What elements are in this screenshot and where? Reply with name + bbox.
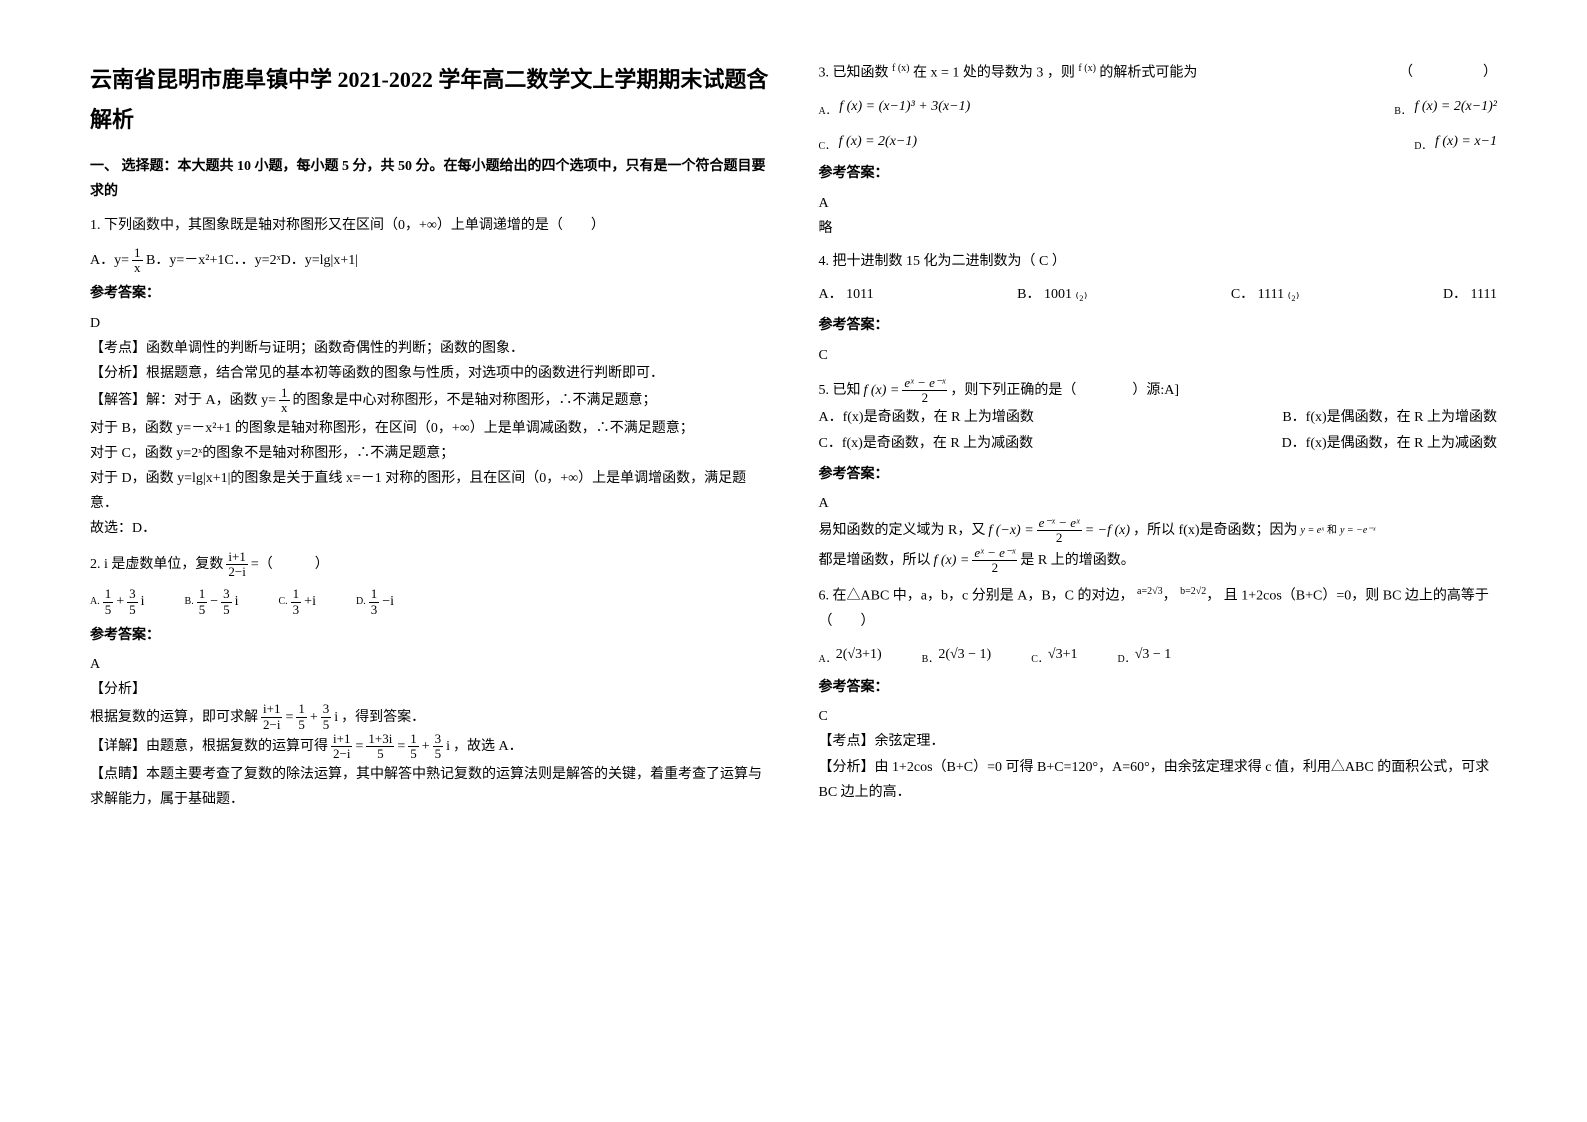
q6-optC: C．√3+1 xyxy=(1031,642,1077,669)
q2-ans: A xyxy=(90,652,769,677)
q6-ans: C xyxy=(819,704,1498,729)
q3-optC: C． f (x) = 2(x−1) xyxy=(819,129,918,156)
q3-lue: 略 xyxy=(819,216,1498,241)
q4-options: A． 1011 B． 1001 ₍₂₎ C． 1111 ₍₂₎ D． 1111 xyxy=(819,282,1498,307)
q2-optC: C. 13 +i xyxy=(279,587,316,617)
q6-optA: A．2(√3+1) xyxy=(819,642,882,669)
q1-ans: D xyxy=(90,311,769,336)
q5-ans-label: 参考答案： xyxy=(819,462,1498,487)
q2-options: A. 15 + 35 i B. 15 − 35 i C. 13 +i D. 13 xyxy=(90,587,769,617)
q4-ans: C xyxy=(819,343,1498,368)
q1-stem: 1. 下列函数中，其图象既是轴对称图形又在区间（0，+∞）上单调递增的是（ ） xyxy=(90,213,769,238)
q5-optB: B．f(x)是偶函数，在 R 上为增函数 xyxy=(1282,405,1497,430)
q5-ans: A xyxy=(819,491,1498,516)
q6-fx: 【分析】由 1+2cos（B+C）=0 可得 B+C=120°，A=60°，由余… xyxy=(819,755,1498,805)
frac-1-x: 1 x xyxy=(279,386,290,416)
q3-optD: D． f (x) = x−1 xyxy=(1414,129,1497,156)
q1-exp6: 对于 D，函数 y=lg|x+1|的图象是关于直线 x=－1 对称的图形，且在区… xyxy=(90,466,769,516)
q2-dianjing: 【点睛】本题主要考查了复数的除法运算，其中解答中熟记复数的运算法则是解答的关键，… xyxy=(90,762,769,812)
q6-optD: D．√3 − 1 xyxy=(1117,642,1171,669)
section-1-head: 一、 选择题：本大题共 10 小题，每小题 5 分，共 50 分。在每小题给出的… xyxy=(90,154,769,204)
q1-opts-rest: B．y=－x²+1C．．y=2ˣD．y=lg|x+1| xyxy=(146,253,358,268)
page: 云南省昆明市鹿阜镇中学 2021-2022 学年高二数学文上学期期末试题含解析 … xyxy=(0,0,1587,1122)
q5-frac: eˣ − e⁻ˣ 2 xyxy=(902,376,947,406)
q1-optA-frac: 1 x xyxy=(132,246,143,276)
q5-opts-row1: A．f(x)是奇函数，在 R 上为增函数 B．f(x)是偶函数，在 R 上为增函… xyxy=(819,405,1498,430)
q2-stem: 2. i 是虚数单位，复数 i+1 2−i =（ ） xyxy=(90,550,769,580)
q6-ans-label: 参考答案： xyxy=(819,675,1498,700)
q2-ans-label: 参考答案： xyxy=(90,623,769,648)
q4-stem: 4. 把十进制数 15 化为二进制数为（ C ） xyxy=(819,249,1498,274)
q5-optD: D．f(x)是偶函数，在 R 上为减函数 xyxy=(1282,431,1497,456)
q6-stem: 6. 在△ABC 中，a，b，c 分别是 A，B，C 的对边， a=2√3， b… xyxy=(819,583,1498,634)
q4-optC: C． 1111 ₍₂₎ xyxy=(1231,282,1300,307)
q4-optB: B． 1001 ₍₂₎ xyxy=(1017,282,1087,307)
q2-optB: B. 15 − 35 i xyxy=(185,587,239,617)
q1-optA-pre: A．y= xyxy=(90,248,129,273)
q2-main-frac: i+1 2−i xyxy=(226,550,247,580)
left-column: 云南省昆明市鹿阜镇中学 2021-2022 学年高二数学文上学期期末试题含解析 … xyxy=(90,60,794,1082)
q3-optA: A． f (x) = (x−1)³ + 3(x−1) xyxy=(819,94,971,121)
q1-options: A．y= 1 x B．y=－x²+1C．．y=2ˣD．y=lg|x+1| xyxy=(90,246,769,276)
q4-optD: D． 1111 xyxy=(1443,282,1497,307)
q5-stem: 5. 已知 f (x) = eˣ − e⁻ˣ 2 ，则下列正确的是（ ）源:A] xyxy=(819,376,1498,406)
q3-stem: 3. 已知函数 f (x) 在 x = 1 处的导数为 3 ，则 f (x) 的… xyxy=(819,60,1498,86)
q6-kd: 【考点】余弦定理． xyxy=(819,729,1498,754)
q1-ans-label: 参考答案： xyxy=(90,281,769,306)
q3-ans-label: 参考答案： xyxy=(819,161,1498,186)
q2-optD: D. 13 −i xyxy=(356,587,394,617)
q1-exp2: 【分析】根据题意，结合常见的基本初等函数的图象与性质，对选项中的函数进行判断即可… xyxy=(90,361,769,386)
q1-exp5: 对于 C，函数 y=2ˣ的图象不是轴对称图形，∴不满足题意； xyxy=(90,441,769,466)
q6-options: A．2(√3+1) B．2(√3 − 1) C．√3+1 D．√3 − 1 xyxy=(819,642,1498,669)
q5-exp-line2: 都是增函数，所以 f (x) = eˣ − e⁻ˣ2 是 R 上的增函数。 xyxy=(819,546,1498,576)
q5-exp-line1: 易知函数的定义域为 R，又 f (−x) = e⁻ˣ − eˣ2 = −f (x… xyxy=(819,516,1498,546)
q2-step: 根据复数的运算，即可求解 i+12−i = 15 + 35 i ，得到答案． xyxy=(90,702,769,732)
q3-optB: B． f (x) = 2(x−1)² xyxy=(1394,94,1497,121)
q2-detail: 【详解】由题意，根据复数的运算可得 i+12−i = 1+3i5 = 15 + … xyxy=(90,732,769,762)
q3-opts-row2: C． f (x) = 2(x−1) D． f (x) = x−1 xyxy=(819,129,1498,156)
q4-optA: A． 1011 xyxy=(819,282,874,307)
q3-opts-row1: A． f (x) = (x−1)³ + 3(x−1) B． f (x) = 2(… xyxy=(819,94,1498,121)
q5-optC: C．f(x)是奇函数，在 R 上为减函数 xyxy=(819,431,1034,456)
q6-optB: B．2(√3 − 1) xyxy=(922,642,992,669)
q1-exp1: 【考点】函数单调性的判断与证明；函数奇偶性的判断；函数的图象． xyxy=(90,336,769,361)
doc-title: 云南省昆明市鹿阜镇中学 2021-2022 学年高二数学文上学期期末试题含解析 xyxy=(90,60,769,139)
q3-ans: A xyxy=(819,191,1498,216)
q2-optA: A. 15 + 35 i xyxy=(90,587,145,617)
q1-exp3: 【解答】解：对于 A，函数 y= 1 x 的图象是中心对称图形，不是轴对称图形，… xyxy=(90,386,769,416)
right-column: 3. 已知函数 f (x) 在 x = 1 处的导数为 3 ，则 f (x) 的… xyxy=(794,60,1498,1082)
q1-exp7: 故选：D． xyxy=(90,516,769,541)
q2-fenxi: 【分析】 xyxy=(90,677,769,702)
q4-ans-label: 参考答案： xyxy=(819,313,1498,338)
q1-exp4: 对于 B，函数 y=－x²+1 的图象是轴对称图形，在区间（0，+∞）上是单调减… xyxy=(90,416,769,441)
q5-optA: A．f(x)是奇函数，在 R 上为增函数 xyxy=(819,405,1034,430)
q5-opts-row2: C．f(x)是奇函数，在 R 上为减函数 D．f(x)是偶函数，在 R 上为减函… xyxy=(819,431,1498,456)
